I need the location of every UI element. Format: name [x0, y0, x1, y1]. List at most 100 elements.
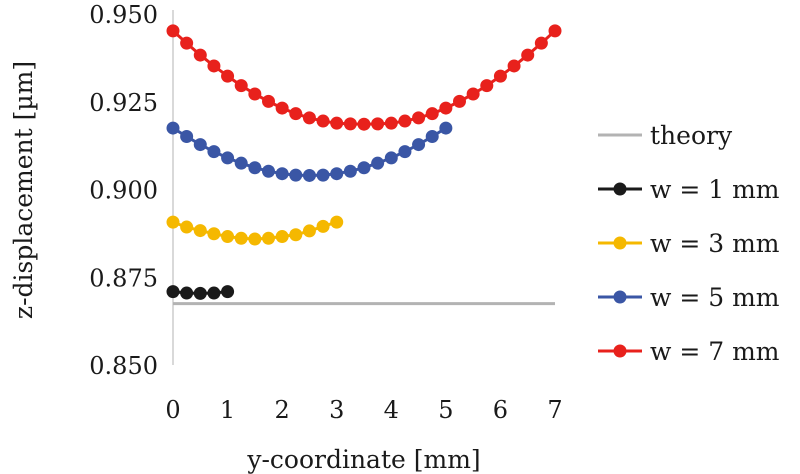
- data-point: [302, 168, 316, 182]
- data-point: [466, 87, 480, 101]
- data-point: [412, 138, 426, 152]
- data-point: [180, 220, 194, 234]
- data-point: [439, 121, 453, 135]
- data-point: [180, 286, 194, 300]
- x-tick-label: 4: [384, 396, 399, 424]
- series-w-1mm: [166, 285, 235, 300]
- data-point: [248, 161, 262, 175]
- data-point: [289, 228, 303, 242]
- data-point: [193, 138, 207, 152]
- data-point: [166, 285, 180, 299]
- data-point: [412, 111, 426, 125]
- data-point: [330, 167, 344, 181]
- legend-entry: theory: [598, 121, 733, 150]
- data-point: [207, 145, 221, 159]
- x-tick-label: 6: [493, 396, 508, 424]
- data-point: [234, 156, 248, 170]
- y-axis-title: z-displacement [µm]: [9, 61, 38, 319]
- data-point: [207, 227, 221, 241]
- x-tick-label: 1: [220, 396, 235, 424]
- data-point: [384, 151, 398, 165]
- data-point: [398, 114, 412, 128]
- legend-label: w = 1 mm: [650, 175, 780, 204]
- data-point: [234, 231, 248, 245]
- data-point: [289, 168, 303, 182]
- legend-label: theory: [650, 121, 733, 150]
- series-w-7mm: [166, 24, 562, 131]
- legend-marker: [613, 344, 627, 358]
- data-point: [493, 69, 507, 83]
- data-point: [316, 114, 330, 128]
- data-point: [166, 121, 180, 135]
- legend-marker: [613, 290, 627, 304]
- y-tick-label: 0.900: [89, 177, 158, 205]
- data-point: [207, 59, 221, 73]
- series-w-3mm: [166, 215, 344, 246]
- data-point: [534, 36, 548, 50]
- x-axis-title: y-coordinate [mm]: [246, 445, 480, 474]
- data-point: [221, 69, 235, 83]
- data-point: [275, 167, 289, 181]
- data-point: [207, 286, 221, 300]
- data-point: [316, 219, 330, 233]
- x-tick-label: 5: [438, 396, 453, 424]
- data-point: [398, 145, 412, 159]
- data-point: [302, 224, 316, 238]
- data-point: [453, 94, 466, 108]
- data-point: [425, 107, 439, 121]
- legend-entry: w = 3 mm: [598, 229, 780, 258]
- data-point: [480, 79, 494, 93]
- series-layer: [166, 24, 562, 306]
- data-point: [262, 94, 275, 108]
- data-point: [275, 101, 289, 115]
- data-point: [548, 24, 562, 38]
- data-point: [384, 116, 398, 130]
- legend: theory w = 1 mm w = 3 mm w = 5 mm w = 7 mm: [598, 121, 780, 366]
- series-w-5mm: [166, 121, 453, 182]
- data-point: [234, 79, 248, 93]
- legend-entry: w = 5 mm: [598, 283, 780, 312]
- data-point: [166, 215, 180, 229]
- data-point: [248, 87, 262, 101]
- data-point: [180, 36, 194, 50]
- data-point: [221, 230, 235, 244]
- y-tick-label: 0.950: [89, 1, 158, 29]
- data-point: [302, 111, 316, 125]
- y-tick-label: 0.875: [89, 264, 158, 292]
- data-point: [221, 285, 235, 299]
- data-point: [193, 286, 207, 300]
- legend-label: w = 5 mm: [650, 283, 780, 312]
- legend-entry: w = 7 mm: [598, 337, 780, 366]
- data-point: [521, 48, 535, 62]
- legend-label: w = 7 mm: [650, 337, 780, 366]
- data-point: [289, 107, 303, 121]
- data-point: [193, 224, 207, 238]
- data-point: [343, 164, 357, 178]
- data-point: [425, 129, 439, 143]
- data-point: [330, 215, 344, 229]
- data-point: [180, 129, 194, 143]
- data-point: [262, 164, 275, 178]
- y-tick-label: 0.925: [89, 89, 158, 117]
- data-point: [343, 117, 357, 131]
- y-tick-label: 0.850: [89, 352, 158, 380]
- data-point: [357, 161, 371, 175]
- data-point: [262, 231, 275, 245]
- data-point: [371, 117, 385, 131]
- data-point: [221, 151, 235, 165]
- data-point: [248, 232, 262, 246]
- data-point: [193, 48, 207, 62]
- x-tick-label: 2: [275, 396, 290, 424]
- data-point: [357, 117, 371, 131]
- legend-entry: w = 1 mm: [598, 175, 780, 204]
- x-tick-label: 0: [165, 396, 180, 424]
- data-point: [371, 156, 385, 170]
- axes: 0.850 0.875 0.900 0.925 0.950 0 1 2 3 4 5 6 7 y-coord…: [9, 1, 563, 474]
- x-tick-label: 3: [329, 396, 344, 424]
- data-point: [439, 101, 453, 115]
- data-point: [330, 116, 344, 130]
- data-point: [275, 230, 289, 244]
- data-point: [166, 24, 180, 38]
- data-point: [507, 59, 521, 73]
